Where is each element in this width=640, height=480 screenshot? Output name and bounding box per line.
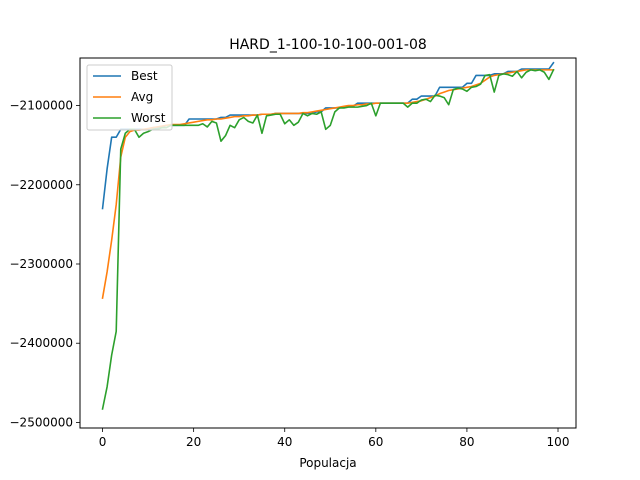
y-tick-label: −2200000 — [10, 178, 74, 192]
legend-label-worst: Worst — [131, 111, 166, 125]
series-lines — [101, 61, 555, 410]
y-tick-label: −2500000 — [10, 415, 74, 429]
x-tick-label: 20 — [186, 435, 201, 449]
series-line-worst — [101, 68, 555, 410]
chart-title: HARD_1-100-10-100-001-08 — [229, 37, 427, 53]
legend-label-best: Best — [131, 69, 158, 83]
y-tick-label: −2400000 — [10, 336, 74, 350]
x-tick-label: 60 — [368, 435, 383, 449]
axes-frame — [79, 57, 577, 429]
x-axis-label: Populacja — [299, 456, 356, 470]
x-tick-label: 0 — [99, 435, 107, 449]
legend: Best Avg Worst — [86, 64, 173, 131]
x-tick-label: 100 — [547, 435, 570, 449]
x-tick-label: 40 — [277, 435, 292, 449]
x-axis-ticks: 0 20 40 60 80 100 — [99, 428, 570, 449]
y-axis-ticks: −2500000 −2400000 −2300000 −2200000 −2100000 — [10, 99, 80, 429]
legend-entries: Best Avg Worst — [93, 69, 166, 125]
y-tick-label: −2300000 — [10, 257, 74, 271]
y-tick-label: −2100000 — [10, 99, 74, 113]
legend-frame — [86, 64, 173, 131]
legend-label-avg: Avg — [131, 90, 153, 104]
x-tick-label: 80 — [459, 435, 474, 449]
